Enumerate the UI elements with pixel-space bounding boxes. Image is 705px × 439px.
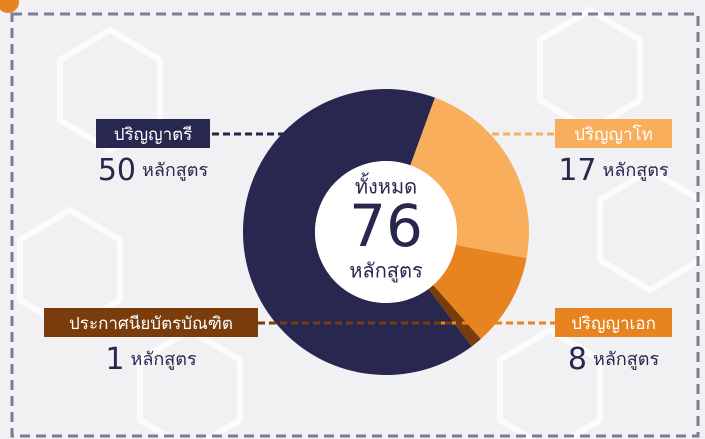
category-label: ประกาศนียบัตรบัณฑิต — [69, 314, 233, 334]
value-unit: หลักสูตร — [603, 160, 669, 181]
donut-slice — [243, 89, 472, 375]
label-box — [555, 119, 672, 148]
value-unit: หลักสูตร — [130, 349, 196, 370]
value-number: 8 — [568, 342, 587, 377]
total-value: 76 — [349, 192, 423, 260]
value-label: 8 หลักสูตร — [568, 342, 660, 377]
value-number: 17 — [558, 153, 596, 188]
category-label: ปริญญาเอก — [571, 314, 656, 334]
dashed-border — [10, 12, 700, 438]
category-label: ปริญญาตรี — [114, 125, 193, 145]
donut-hole — [315, 161, 457, 303]
total-label: ทั้งหมด — [355, 173, 417, 199]
donut-slice — [433, 244, 527, 339]
total-unit: หลักสูตร — [349, 259, 423, 284]
value-number: 50 — [98, 153, 136, 188]
donut — [243, 89, 529, 375]
center-total: ทั้งหมด 76 หลักสูตร — [349, 173, 423, 284]
hex-pattern — [17, 6, 703, 439]
value-unit: หลักสูตร — [593, 349, 659, 370]
label-box — [555, 308, 672, 337]
value-label: 1 หลักสูตร — [105, 342, 197, 377]
value-number: 1 — [105, 342, 124, 377]
value-label: 50 หลักสูตร — [98, 153, 209, 188]
corner-dot — [0, 0, 19, 13]
donut-slice — [410, 97, 529, 259]
category-label: ปริญญาโท — [574, 124, 653, 145]
value-label: 17 หลักสูตร — [558, 153, 669, 188]
value-unit: หลักสูตร — [142, 160, 208, 181]
label-box — [44, 308, 258, 337]
donut-slice — [428, 285, 481, 347]
label-box — [96, 119, 210, 148]
